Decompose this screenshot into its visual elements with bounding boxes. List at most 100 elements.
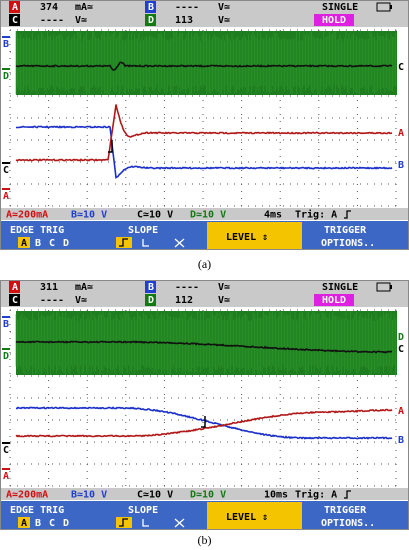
readout-text: ---- xyxy=(40,295,64,306)
trace-label: C xyxy=(3,445,9,456)
trace-label: B xyxy=(3,319,9,330)
readout-text: D xyxy=(148,15,154,26)
readout-text: V≃ xyxy=(75,15,87,26)
channel-c-trace xyxy=(15,340,393,354)
status-bar xyxy=(0,208,409,220)
softkey-label: SLOPE xyxy=(128,505,158,516)
readout-text: 112 xyxy=(175,295,193,306)
status-bar xyxy=(0,488,409,500)
channel-box xyxy=(145,281,156,293)
status-text: 10ms xyxy=(264,490,288,501)
channel-box xyxy=(145,1,156,13)
slope-icon xyxy=(344,490,351,499)
caption: (a) xyxy=(197,257,212,271)
status-text: D≃10 V xyxy=(190,210,226,221)
status-text: C≃10 V xyxy=(137,210,173,221)
slope-icon xyxy=(344,210,351,219)
readout-text: HOLD xyxy=(322,295,346,306)
status-text: A≃200mA xyxy=(6,210,48,221)
softkey-channel: A xyxy=(21,238,27,249)
slope-either xyxy=(174,238,185,248)
battery-tip xyxy=(390,285,392,289)
softkey-label: OPTIONS.. xyxy=(321,518,375,529)
readout-text: V≃ xyxy=(218,15,230,26)
level-key xyxy=(207,222,302,250)
readout-text: 113 xyxy=(175,15,193,26)
softkey-label: SLOPE xyxy=(128,225,158,236)
slope-fall xyxy=(142,519,149,527)
status-text: C≃10 V xyxy=(137,490,173,501)
readout-text: HOLD xyxy=(322,15,346,26)
readout-text: mA≃ xyxy=(75,2,93,13)
readout-text: B xyxy=(148,2,154,13)
readout-text: SINGLE xyxy=(322,282,358,293)
slope-fall xyxy=(142,239,149,247)
readout-text: ---- xyxy=(175,282,199,293)
status-text: A≃200mA xyxy=(6,490,48,501)
channel-box xyxy=(145,294,156,306)
channel-a-trace xyxy=(15,408,393,438)
trace-label: A xyxy=(3,191,9,202)
channel-b-trace xyxy=(15,125,393,179)
channel-box xyxy=(314,14,354,26)
trigger-mark xyxy=(201,416,206,428)
channel-box xyxy=(9,1,20,13)
channel-a-trace xyxy=(15,104,393,162)
status-text: Trig: A xyxy=(295,209,337,221)
softkey-channel: D xyxy=(63,518,69,529)
softkey-channel: C xyxy=(49,238,55,249)
readout-text: ---- xyxy=(175,2,199,13)
trace-label: A xyxy=(3,471,9,482)
channel-b-trace xyxy=(15,406,393,440)
softkey-label: TRIGGER xyxy=(324,225,367,236)
caption: (b) xyxy=(197,533,212,547)
slope-either xyxy=(174,518,185,528)
softkey-label: TRIGGER xyxy=(324,505,367,516)
readout-text: A xyxy=(12,282,18,293)
level-key xyxy=(207,502,302,530)
status-text: B≃10 V xyxy=(71,490,107,501)
slope-rise xyxy=(119,238,128,247)
selected-box xyxy=(18,517,30,528)
softkey-bar xyxy=(0,501,409,530)
readout-text: V≃ xyxy=(218,282,230,293)
trace-label: A xyxy=(398,406,404,417)
softkey-channel: D xyxy=(63,238,69,249)
channel-box xyxy=(9,294,20,306)
trace-label: B xyxy=(3,39,9,50)
trace-label: C xyxy=(3,165,9,176)
readout-text: 311 xyxy=(40,282,58,293)
readout-text: ---- xyxy=(40,15,64,26)
trace-label: B xyxy=(398,435,404,446)
softkey-channel: A xyxy=(21,518,27,529)
trace-label: D xyxy=(398,332,404,343)
readout-text: 374 xyxy=(40,2,58,13)
softkey-label: EDGE TRIG xyxy=(10,225,64,236)
trace-label: C xyxy=(398,344,404,355)
softkey-label: EDGE TRIG xyxy=(10,505,64,516)
trace-label: A xyxy=(398,128,404,139)
trigger-mark xyxy=(108,140,113,153)
readout-text: C xyxy=(12,15,18,26)
softkey-bar xyxy=(0,221,409,250)
channel-box xyxy=(9,281,20,293)
readout-text: V≃ xyxy=(75,295,87,306)
status-text: Trig: A xyxy=(295,489,337,501)
readout-text: A xyxy=(12,2,18,13)
softkey-label: LEVEL ⇕ xyxy=(226,232,268,243)
trace-label: C xyxy=(398,62,404,73)
softkey-channel: B xyxy=(35,238,41,249)
battery-tip xyxy=(390,5,392,9)
status-text: D≃10 V xyxy=(190,490,226,501)
channel-box xyxy=(145,14,156,26)
selected-box xyxy=(18,237,30,248)
softkey-channel: B xyxy=(35,518,41,529)
softkey-label: LEVEL ⇕ xyxy=(226,512,268,523)
channel-box xyxy=(314,294,354,306)
slope-rise xyxy=(119,518,128,527)
channel-d-noise xyxy=(15,31,396,95)
readout-text: SINGLE xyxy=(322,2,358,13)
status-text: 4ms xyxy=(264,210,282,221)
softkey-channel: C xyxy=(49,518,55,529)
